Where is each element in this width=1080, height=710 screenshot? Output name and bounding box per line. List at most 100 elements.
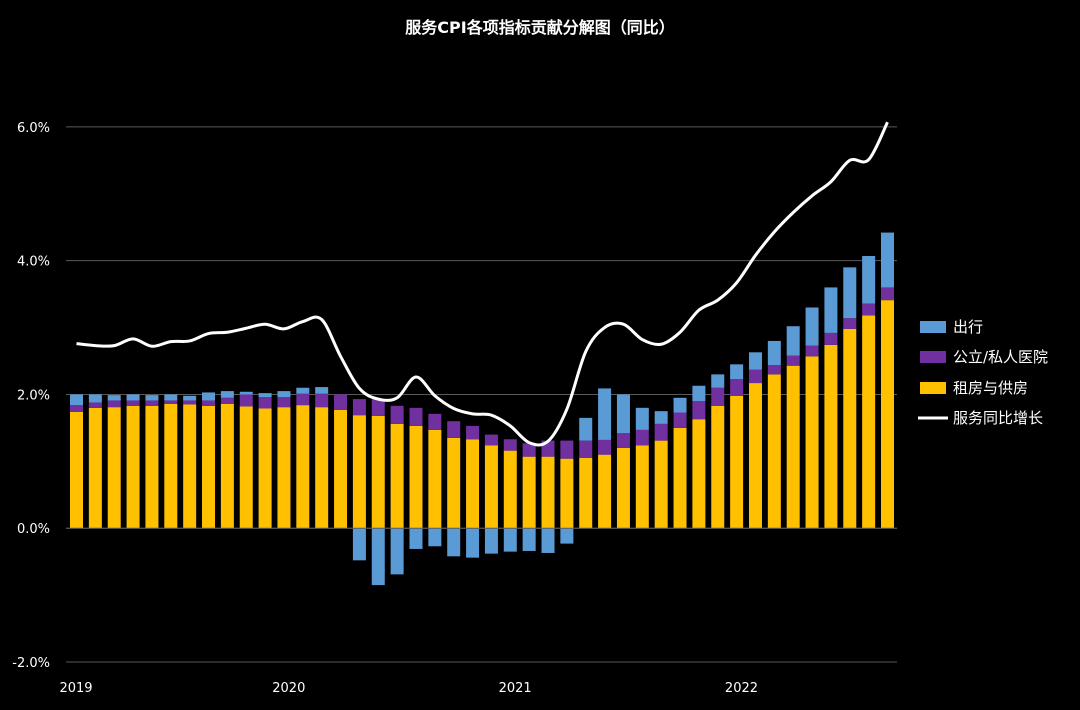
bar-segment bbox=[805, 345, 819, 357]
bar-segment bbox=[786, 365, 800, 529]
bar-segment bbox=[183, 400, 197, 405]
bar-segment bbox=[503, 439, 517, 451]
bar-segment bbox=[748, 383, 762, 529]
bar-segment bbox=[654, 423, 668, 441]
bar-segment bbox=[164, 400, 178, 404]
series-line bbox=[76, 121, 889, 447]
bar-segment bbox=[824, 332, 838, 345]
bar-segment bbox=[560, 440, 574, 459]
bar-segment bbox=[522, 443, 536, 457]
bar-segment bbox=[767, 340, 781, 366]
bar-segment bbox=[220, 403, 234, 529]
bar-segment bbox=[145, 400, 159, 406]
bar-segment bbox=[183, 404, 197, 529]
bar-segment bbox=[881, 232, 894, 288]
bar-segment bbox=[371, 528, 385, 586]
bar-segment bbox=[635, 429, 649, 446]
bar-segment bbox=[107, 400, 121, 408]
bar-segment bbox=[881, 287, 894, 301]
bar-segment bbox=[654, 411, 668, 424]
bar-segment bbox=[635, 445, 649, 529]
bar-segment bbox=[616, 433, 630, 448]
bar-segment bbox=[673, 427, 687, 529]
bar-segment bbox=[334, 409, 348, 529]
bar-segment bbox=[296, 393, 310, 406]
bar-segment bbox=[145, 395, 159, 401]
bar-segment bbox=[579, 440, 593, 458]
bar-segment bbox=[183, 395, 197, 401]
chart-title: 服务CPI各项指标贡献分解图（同比） bbox=[405, 18, 674, 37]
bar-segment bbox=[296, 387, 310, 394]
bar-segment bbox=[315, 407, 329, 529]
bar-segment bbox=[447, 528, 461, 557]
bar-segment bbox=[126, 400, 140, 406]
bar-segment bbox=[239, 406, 253, 529]
bar-segment bbox=[352, 399, 366, 416]
bar-segment bbox=[598, 439, 612, 455]
y-tick-label: -2.0% bbox=[12, 656, 50, 671]
bar-segment bbox=[371, 399, 385, 416]
y-tick-label: 4.0% bbox=[17, 255, 50, 270]
bar-segment bbox=[692, 385, 706, 402]
bar-segment bbox=[692, 419, 706, 529]
bar-segment bbox=[541, 528, 555, 553]
bar-segment bbox=[843, 328, 857, 529]
x-tick-label: 2021 bbox=[499, 681, 532, 696]
bar-segment bbox=[730, 364, 744, 380]
bar-segment bbox=[748, 352, 762, 370]
bar-segment bbox=[786, 326, 800, 356]
bar-segment bbox=[748, 369, 762, 384]
bar-segment bbox=[767, 374, 781, 529]
x-tick-label: 2020 bbox=[272, 681, 305, 696]
bar-segment bbox=[258, 408, 272, 529]
bar-segment bbox=[522, 528, 536, 551]
bar-segment bbox=[711, 405, 725, 529]
legend-label: 公立/私人医院 bbox=[953, 348, 1048, 366]
bar-segment bbox=[239, 394, 253, 407]
bar-segment bbox=[164, 403, 178, 529]
bar-segment bbox=[390, 528, 404, 575]
bar-segment bbox=[107, 395, 121, 401]
bar-segment bbox=[126, 405, 140, 529]
bar-segment bbox=[202, 405, 216, 529]
bar-segment bbox=[164, 394, 178, 401]
bar-segment bbox=[239, 391, 253, 395]
bars bbox=[70, 232, 894, 586]
bar-segment bbox=[352, 528, 366, 561]
line-series bbox=[76, 121, 889, 447]
bar-segment bbox=[107, 407, 121, 529]
bar-segment bbox=[220, 397, 234, 404]
bar-segment bbox=[598, 454, 612, 529]
bar-segment bbox=[673, 397, 687, 413]
bar-segment bbox=[824, 344, 838, 529]
bar-segment bbox=[409, 407, 423, 426]
bar-segment bbox=[88, 407, 102, 529]
bar-segment bbox=[428, 429, 442, 529]
bar-segment bbox=[466, 425, 480, 440]
bar-segment bbox=[805, 356, 819, 529]
bar-segment bbox=[824, 287, 838, 333]
bar-segment bbox=[862, 315, 876, 529]
bar-segment bbox=[334, 394, 348, 410]
bar-segment bbox=[447, 421, 461, 438]
bar-segment bbox=[579, 457, 593, 529]
bar-segment bbox=[541, 456, 555, 529]
bar-segment bbox=[409, 425, 423, 529]
x-tick-label: 2022 bbox=[725, 681, 758, 696]
bar-segment bbox=[843, 267, 857, 319]
bar-segment bbox=[70, 411, 83, 529]
bar-segment bbox=[616, 447, 630, 529]
legend-swatch bbox=[920, 351, 946, 363]
bar-segment bbox=[202, 392, 216, 401]
y-tick-label: 0.0% bbox=[17, 522, 50, 537]
bar-segment bbox=[862, 255, 876, 304]
legend-swatch bbox=[920, 382, 946, 394]
y-tick-label: 6.0% bbox=[17, 121, 50, 136]
bar-segment bbox=[881, 300, 894, 529]
bar-segment bbox=[70, 405, 83, 412]
bar-segment bbox=[409, 528, 423, 549]
